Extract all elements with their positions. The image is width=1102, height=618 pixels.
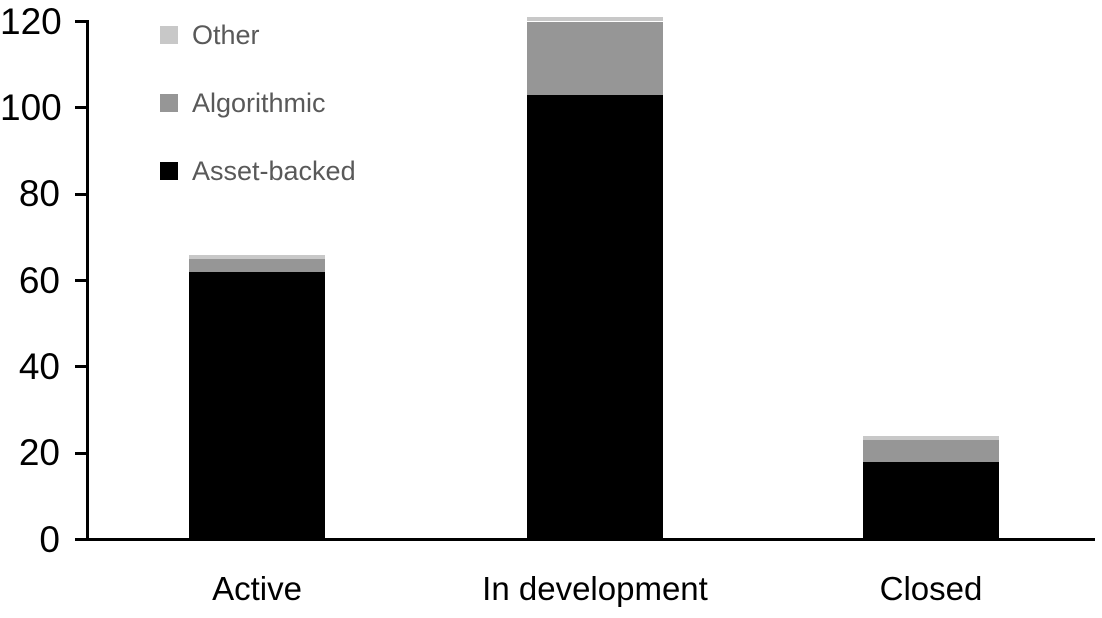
bar-segment-asset-backed	[189, 271, 325, 540]
y-axis-line	[86, 20, 89, 541]
legend-swatch-icon	[160, 162, 178, 180]
bar-segment-algorithmic	[863, 440, 999, 462]
bar-segment-algorithmic	[189, 258, 325, 272]
y-tick-mark	[75, 365, 87, 369]
y-tick-mark	[75, 538, 87, 541]
y-tick-mark	[75, 279, 87, 282]
y-tick-mark	[75, 192, 87, 196]
bar-segment-asset-backed	[527, 94, 663, 540]
legend-swatch-icon	[160, 94, 178, 112]
y-tick-label: 0	[39, 518, 60, 560]
y-tick-label: 60	[18, 259, 60, 301]
legend-label: Other	[192, 20, 260, 50]
y-tick-label: 100	[0, 86, 62, 128]
bar-segment-algorithmic	[527, 21, 663, 95]
x-axis-line	[86, 538, 1095, 541]
y-tick-label: 80	[18, 173, 60, 215]
y-tick-label: 20	[18, 432, 60, 474]
bar-segment-other	[863, 435, 999, 441]
legend-swatch-icon	[160, 26, 178, 44]
legend-label: Algorithmic	[192, 88, 326, 118]
y-tick-mark	[75, 20, 87, 23]
legend-label: Asset-backed	[192, 156, 356, 186]
x-category-label: In development	[482, 570, 708, 607]
x-category-label: Closed	[879, 570, 983, 607]
bar-segment-other	[527, 17, 663, 22]
bar-segment-asset-backed	[863, 461, 999, 540]
y-tick-mark	[75, 451, 87, 455]
y-tick-label: 40	[18, 345, 60, 387]
x-category-label: Active	[212, 570, 302, 607]
bar-segment-other	[189, 254, 325, 259]
y-tick-label: 120	[0, 0, 62, 42]
y-tick-mark	[75, 106, 87, 110]
